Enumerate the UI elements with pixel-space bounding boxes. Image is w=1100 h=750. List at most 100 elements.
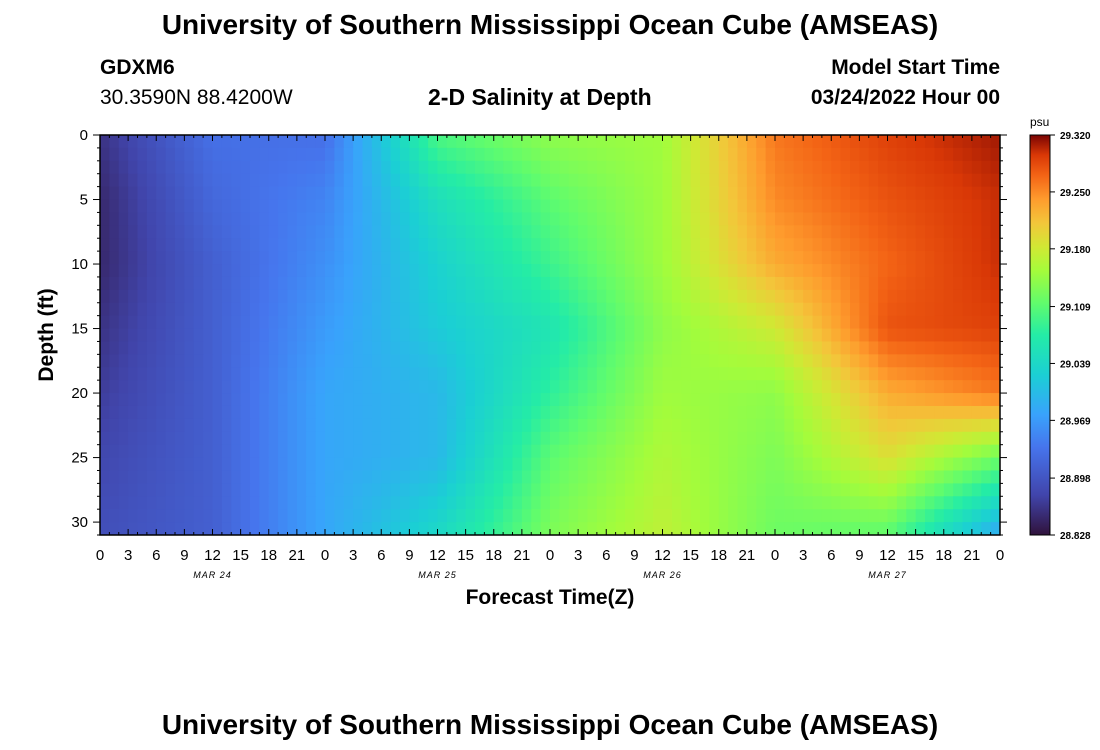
heatmap-cell <box>484 199 495 214</box>
heatmap-cell <box>596 147 607 162</box>
heatmap-cell <box>831 431 842 446</box>
heatmap-cell <box>765 160 776 175</box>
heatmap-cell <box>128 264 139 278</box>
heatmap-cell <box>681 483 692 497</box>
heatmap-cell <box>578 470 589 484</box>
heatmap-cell <box>503 483 514 497</box>
heatmap-cell <box>643 367 654 381</box>
heatmap-cell <box>821 302 832 317</box>
heatmap-cell <box>821 328 832 343</box>
heatmap-cell <box>381 315 392 330</box>
heatmap-cell <box>925 393 935 407</box>
heatmap-cell <box>240 354 251 368</box>
heatmap-cell <box>850 199 860 214</box>
heatmap-cell <box>146 315 157 330</box>
heatmap-cell <box>100 289 110 304</box>
heatmap-cell <box>287 380 298 394</box>
heatmap-cell <box>934 302 945 317</box>
heatmap-cell <box>409 251 420 265</box>
heatmap-cell <box>100 264 110 278</box>
heatmap-cell <box>278 225 289 239</box>
heatmap-cell <box>765 276 776 291</box>
heatmap-cell <box>240 238 251 252</box>
heatmap-cell <box>409 393 420 407</box>
heatmap-cell <box>109 289 120 304</box>
heatmap-cell <box>878 457 889 472</box>
heatmap-cell <box>203 264 214 278</box>
heatmap-cell <box>653 380 664 394</box>
heatmap-cell <box>596 160 607 175</box>
heatmap-cell <box>756 418 767 433</box>
heatmap-cell <box>775 276 785 291</box>
heatmap-cell <box>193 173 204 188</box>
heatmap-cell <box>578 302 589 317</box>
heatmap-cell <box>803 522 814 535</box>
heatmap-cell <box>465 444 476 459</box>
heatmap-cell <box>512 212 523 226</box>
heatmap-cell <box>606 147 617 162</box>
heatmap-cell <box>193 147 204 162</box>
heatmap-cell <box>221 264 232 278</box>
heatmap-cell <box>156 225 167 239</box>
heatmap-cell <box>446 328 457 343</box>
heatmap-cell <box>456 135 467 149</box>
heatmap-cell <box>268 496 279 510</box>
heatmap-cell <box>371 160 382 175</box>
heatmap-cell <box>690 173 701 188</box>
heatmap-cell <box>400 212 410 226</box>
heatmap-cell <box>146 341 157 355</box>
heatmap-cell <box>850 354 860 368</box>
heatmap-cell <box>887 302 898 317</box>
x-tick-label: 12 <box>654 547 671 564</box>
heatmap-cell <box>559 238 570 252</box>
heatmap-cell <box>268 160 279 175</box>
heatmap-cell <box>296 302 307 317</box>
heatmap-cell <box>878 173 889 188</box>
heatmap-cell <box>334 522 345 535</box>
heatmap-cell <box>587 470 598 484</box>
heatmap-cell <box>784 354 795 368</box>
heatmap-cell <box>437 496 448 510</box>
heatmap-cell <box>812 264 823 278</box>
heatmap-cell <box>578 173 589 188</box>
heatmap-cell <box>306 199 317 214</box>
heatmap-cell <box>193 212 204 226</box>
heatmap-cell <box>859 251 870 265</box>
heatmap-cell <box>728 393 739 407</box>
heatmap-cell <box>671 367 682 381</box>
heatmap-cell <box>887 354 898 368</box>
heatmap-cell <box>896 457 907 472</box>
heatmap-cell <box>465 470 476 484</box>
heatmap-cell <box>521 457 532 472</box>
heatmap-cell <box>493 354 504 368</box>
heatmap-cell <box>362 444 373 459</box>
heatmap-cell <box>221 328 232 343</box>
heatmap-cell <box>690 522 701 535</box>
heatmap-cell <box>175 457 185 472</box>
heatmap-cell <box>587 496 598 510</box>
heatmap-cell <box>596 431 607 446</box>
heatmap-cell <box>962 135 973 149</box>
heatmap-cell <box>587 147 598 162</box>
heatmap-cell <box>850 380 860 394</box>
heatmap-cell <box>709 315 720 330</box>
heatmap-cell <box>521 470 532 484</box>
heatmap-cell <box>671 302 682 317</box>
heatmap-cell <box>137 444 148 459</box>
heatmap-cell <box>381 276 392 291</box>
heatmap-cell <box>746 470 757 484</box>
heatmap-cell <box>146 470 157 484</box>
heatmap-cell <box>325 264 335 278</box>
heatmap-cell <box>184 135 195 149</box>
heatmap-cell <box>840 199 851 214</box>
heatmap-cell <box>653 328 664 343</box>
heatmap-cell <box>315 147 326 162</box>
heatmap-cell <box>212 289 223 304</box>
heatmap-cell <box>334 354 345 368</box>
heatmap-cell <box>709 160 720 175</box>
heatmap-cell <box>203 509 214 523</box>
heatmap-cell <box>390 405 401 420</box>
heatmap-cell <box>803 328 814 343</box>
heatmap-cell <box>718 509 729 523</box>
heatmap-cell <box>118 380 129 394</box>
